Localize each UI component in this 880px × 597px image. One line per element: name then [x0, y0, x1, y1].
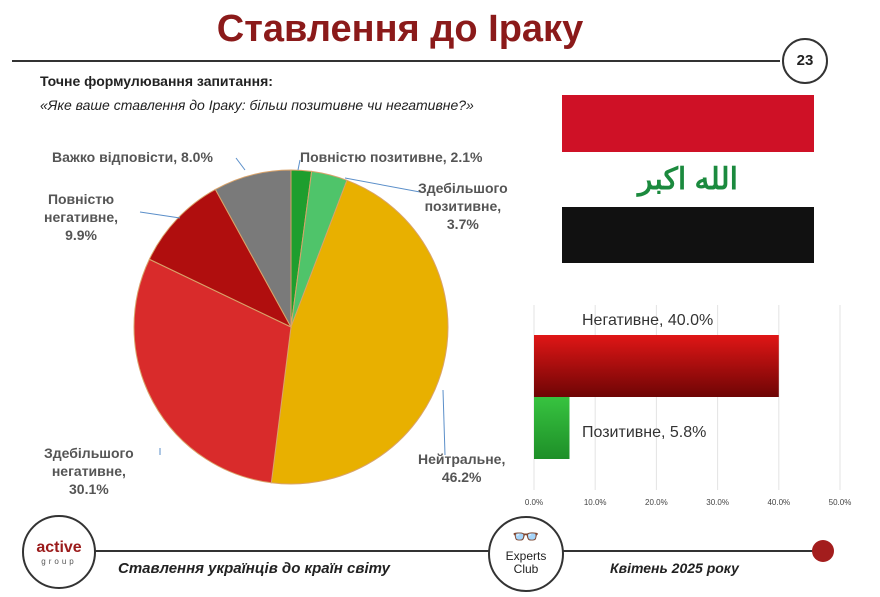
logo-experts-text: Experts	[505, 549, 547, 563]
footer-survey-title: Ставлення українців до країн світу	[118, 560, 390, 577]
flag-red-stripe	[562, 95, 814, 152]
pie-label-fully-positive: Повністю позитивне, 2.1%	[300, 149, 483, 165]
pie-label-fully-negative: Повністю негативне, 9.9%	[44, 191, 119, 243]
footer-end-dot	[812, 540, 834, 562]
flag-black-stripe	[562, 207, 814, 263]
page-title: Ставлення до Іраку	[216, 8, 584, 50]
pie-label-neutral: Нейтральне, 46.2%	[418, 451, 506, 485]
pie-slice-neutral	[270, 179, 449, 485]
pie-leader-line	[139, 211, 181, 219]
active-group-logo: active group	[22, 515, 96, 589]
bar-tick-label: 20.0%	[645, 498, 668, 507]
logo-active-text: active	[36, 539, 82, 556]
pie-leader-line	[235, 157, 246, 171]
bar-tick-label: 40.0%	[767, 498, 791, 507]
flag-takbir-inscription: الله اكبر	[637, 163, 739, 196]
bar-negative	[534, 335, 779, 397]
footer-divider	[28, 550, 828, 552]
bar-positive	[534, 397, 570, 459]
pie-label-hard-to-say: Важко відповісти, 8.0%	[52, 149, 213, 165]
bar-tick-label: 10.0%	[583, 498, 607, 507]
question-label: Точне формулювання запитання:	[40, 73, 273, 89]
bar-tick-label: 30.0%	[706, 498, 729, 507]
pie-leader-line	[344, 177, 421, 193]
bar-label-negative: Негативне, 40.0%	[582, 312, 714, 329]
page-number-badge: 23	[782, 38, 828, 84]
glasses-icon: 👓	[512, 524, 540, 549]
bar-tick-label: 0.0%	[524, 498, 544, 507]
experts-club-logo: 👓 Experts Club	[488, 516, 564, 592]
logo-group-text: group	[41, 557, 77, 566]
footer-date: Квітень 2025 року	[610, 560, 739, 576]
title-divider	[12, 60, 780, 62]
pie-slice-hard-to-say	[214, 169, 292, 328]
pie-label-mostly-negative: Здебільшого негативне, 30.1%	[44, 445, 134, 497]
pie-leader-line	[297, 159, 301, 171]
pie-leader-line	[442, 389, 446, 456]
bar-tick-label: 50.0%	[828, 498, 852, 507]
flag-white-stripe	[562, 152, 814, 207]
pie-label-mostly-positive: Здебільшого позитивне, 3.7%	[418, 180, 508, 232]
logo-club-text: Club	[513, 562, 539, 576]
pie-slice-fully-negative	[148, 188, 293, 329]
bar-label-positive: Позитивне, 5.8%	[582, 424, 707, 441]
pie-slice-mostly-negative	[133, 258, 292, 484]
question-text: «Яке ваше ставлення до Іраку: більш пози…	[40, 97, 474, 113]
